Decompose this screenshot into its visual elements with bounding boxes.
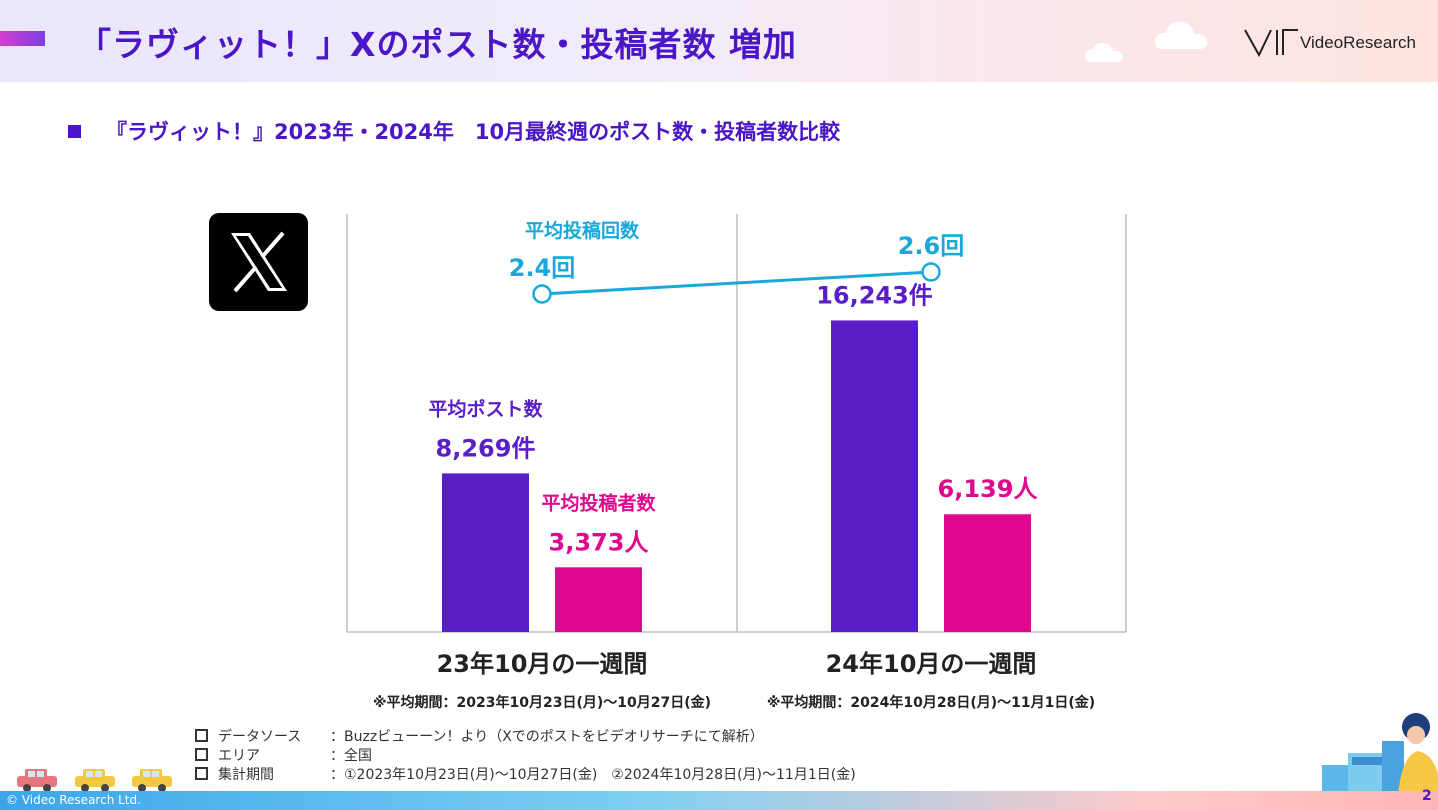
footnote-source-value: ：Buzzビューーン！より（Xでのポストをビデオリサーチにて解析）: [330, 729, 764, 745]
line-series-path: [541, 270, 932, 296]
checkbox-square-icon: [195, 767, 208, 780]
category-note: ※平均期間：2024年10月28日(月)〜11月1日(金): [767, 694, 1095, 711]
footnote-period: 集計期間 ：①2023年10月23日(月)〜10月27日(金) ②2024年10月…: [195, 764, 856, 784]
data-label: 16,243件: [816, 281, 933, 309]
footnote-period-value: ：①2023年10月23日(月)〜10月27日(金) ②2024年10月28日(…: [330, 767, 856, 783]
line-data-label: 2.4回: [509, 254, 576, 282]
footnote-source-label: データソース: [218, 729, 302, 745]
bottom-bar: [0, 791, 1438, 810]
page-number: 2: [1422, 788, 1432, 804]
page-title: 「ラヴィット！」Xのポスト数・投稿者数 増加: [78, 25, 797, 64]
footnote-area: エリア ：全国: [195, 745, 372, 765]
city-illustration-icon: [1322, 713, 1438, 795]
data-label: 3,373人: [549, 528, 649, 556]
footnote-period-label: 集計期間: [218, 767, 274, 783]
subtitle: 『ラヴィット！』2023年・2024年 10月最終週のポスト数・投稿者数比較: [106, 120, 841, 144]
category-label: 24年10月の一週間: [826, 650, 1037, 678]
series-label: 平均投稿者数: [541, 491, 656, 514]
category-note: ※平均期間：2023年10月23日(月)〜10月27日(金): [373, 694, 711, 711]
bar-posts-1: [831, 320, 918, 632]
series-label: 平均ポスト数: [428, 397, 543, 420]
cloud-icon: [1154, 21, 1208, 49]
car-icon: [17, 769, 57, 792]
cloud-icon: [1084, 42, 1124, 62]
line-point: [921, 262, 941, 282]
footnote-area-label: エリア: [218, 748, 260, 764]
videoresearch-logo-icon: [1244, 29, 1298, 57]
bar-posts-0: [442, 473, 529, 632]
line-data-label: 2.6回: [898, 232, 965, 260]
data-label: 8,269件: [436, 434, 536, 462]
footnote-area-value: ：全国: [330, 748, 372, 764]
checkbox-square-icon: [195, 729, 208, 742]
bar-posters-1: [944, 514, 1031, 632]
bar-posters-0: [555, 567, 642, 632]
data-label: 6,139人: [938, 475, 1038, 503]
car-icon: [75, 769, 115, 792]
logo-text: VideoResearch: [1300, 33, 1416, 52]
copyright: © Video Research Ltd.: [6, 793, 141, 807]
line-point: [532, 284, 552, 304]
checkbox-square-icon: [195, 748, 208, 761]
subtitle-bullet: [68, 125, 81, 138]
category-label: 23年10月の一週間: [437, 650, 648, 678]
header-accent-bar: [0, 31, 45, 46]
line-series-label: 平均投稿回数: [525, 219, 640, 242]
car-icon: [132, 769, 172, 792]
x-logo-icon: [209, 213, 308, 311]
footnote-source: データソース ：Buzzビューーン！より（Xでのポストをビデオリサーチにて解析）: [195, 726, 764, 746]
